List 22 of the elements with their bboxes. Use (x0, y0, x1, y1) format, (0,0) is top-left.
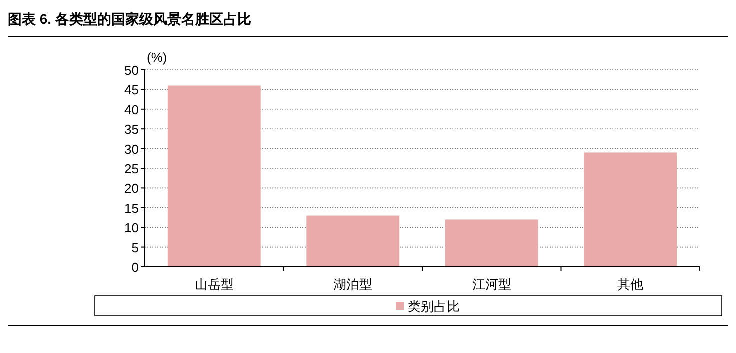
y-tick-label: 40 (124, 102, 139, 118)
y-axis-title: (%) (147, 50, 168, 65)
x-tick-label: 湖泊型 (334, 277, 373, 292)
x-tick-label: 山岳型 (194, 277, 234, 292)
y-tick-label: 15 (124, 200, 139, 216)
y-tick-label: 10 (124, 220, 139, 236)
y-tick-label: 0 (132, 260, 139, 275)
y-tick-label: 50 (124, 63, 139, 78)
bar (445, 220, 538, 267)
x-tick-label: 其他 (618, 277, 644, 292)
bar (168, 86, 261, 267)
x-tick-label: 江河型 (472, 277, 512, 292)
y-tick-label: 20 (124, 181, 139, 196)
y-tick-label: 30 (124, 142, 139, 157)
y-tick-label: 45 (124, 82, 139, 98)
y-tick-label: 35 (124, 122, 139, 138)
y-tick-label: 25 (124, 162, 139, 176)
bar (584, 152, 678, 267)
chart-title: 图表 6. 各类型的国家级风景名胜区占比 (8, 11, 252, 27)
y-tick-label: 5 (132, 240, 139, 256)
legend-label: 类别占比 (408, 299, 460, 314)
bar (306, 216, 400, 267)
